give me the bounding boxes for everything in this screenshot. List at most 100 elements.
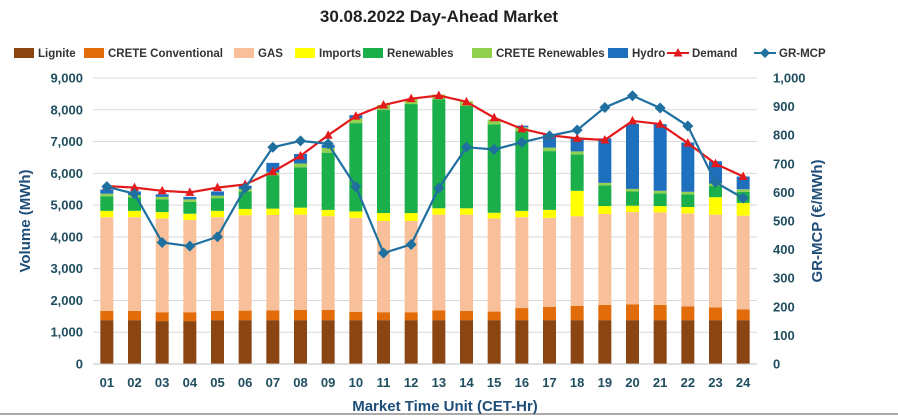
y2-axis-ticks: 0 100 200 300 400 500 600 700 800 900 1,000 <box>773 71 806 372</box>
y2-tick-label: 200 <box>773 299 795 314</box>
x-axis-label: Market Time Unit (CET-Hr) <box>352 398 538 415</box>
demand-marker <box>600 134 610 144</box>
bar-gas <box>128 217 141 311</box>
bar-imports <box>128 210 141 218</box>
bar-renewables <box>709 186 722 198</box>
bar-renewables <box>155 199 169 213</box>
x-tick-label: 18 <box>570 375 584 390</box>
gr-mcp-line <box>106 94 744 255</box>
bar-crete-conventional <box>515 308 529 321</box>
legend-label-gr-mcp: GR-MCP <box>779 48 826 60</box>
y2-tick-label: 0 <box>773 357 780 372</box>
gr-mcp-marker <box>488 144 500 155</box>
bar-crete-conventional <box>598 304 612 321</box>
bar-lignite <box>100 320 114 364</box>
demand-marker <box>517 123 527 133</box>
gr-mcp-marker <box>682 120 694 132</box>
bar-hydro <box>681 142 695 192</box>
gr-mcp-marker <box>737 192 749 204</box>
demand-marker <box>462 96 471 106</box>
bar-gas <box>653 212 667 305</box>
bar-lignite <box>238 320 252 364</box>
x-tick-label: 13 <box>432 375 446 390</box>
bar-renewables <box>100 196 114 211</box>
bar-imports <box>543 209 556 218</box>
bar-crete-renewables <box>570 151 584 155</box>
gr-mcp-marker <box>599 101 611 113</box>
bar-crete-conventional <box>183 312 197 322</box>
bar-crete-renewables <box>626 188 639 192</box>
legend-marker-demand <box>673 48 683 57</box>
x-tick-label: 24 <box>736 375 751 390</box>
bar-crete-conventional <box>681 306 695 321</box>
demand-marker <box>711 158 720 168</box>
gr-mcp-marker <box>654 102 666 114</box>
bar-lignite <box>404 320 418 364</box>
y-tick-label: 8,000 <box>50 102 83 117</box>
demand-marker <box>185 187 195 196</box>
bar-gas <box>598 214 612 305</box>
demand-marker <box>572 133 582 142</box>
demand-marker <box>323 130 333 139</box>
bar-gas <box>626 212 639 305</box>
bar-lignite <box>681 320 695 364</box>
x-tick-label: 04 <box>183 375 198 390</box>
bar-crete-renewables <box>100 193 114 197</box>
bar-imports <box>404 213 418 221</box>
bar-renewables <box>653 193 667 207</box>
y-tick-label: 3,000 <box>50 261 83 276</box>
bar-lignite <box>211 320 224 364</box>
bar-gas <box>238 215 252 311</box>
demand-marker <box>213 182 222 192</box>
bar-lignite <box>626 320 639 364</box>
bar-crete-conventional <box>626 304 639 321</box>
x-tick-label: 20 <box>625 375 639 390</box>
y2-tick-label: 400 <box>773 242 795 257</box>
bar-lignite <box>460 320 473 364</box>
bar-gas <box>377 221 390 313</box>
bar-crete-renewables <box>183 199 197 202</box>
bar-gas <box>681 213 695 307</box>
bar-renewables <box>515 131 529 211</box>
bar-crete-conventional <box>349 311 363 321</box>
bar-crete-renewables <box>321 147 335 153</box>
x-tick-label: 22 <box>681 375 695 390</box>
bar-lignite <box>432 320 446 364</box>
bar-crete-conventional <box>487 311 501 321</box>
y2-tick-label: 900 <box>773 99 795 114</box>
y-tick-label: 5,000 <box>50 198 83 213</box>
bar-lignite <box>487 320 501 364</box>
gr-mcp-marker <box>571 124 583 136</box>
bar-hydro <box>653 124 667 191</box>
legend-swatch-crete-renewables <box>472 48 492 58</box>
bar-crete-renewables <box>736 189 750 192</box>
legend-label-renewables: Renewables <box>387 48 453 60</box>
demand-marker <box>406 93 416 103</box>
bar-crete-conventional <box>709 307 722 321</box>
bar-imports <box>515 210 529 218</box>
bar-imports <box>460 208 473 215</box>
bar-lignite <box>653 320 667 364</box>
y-axis-ticks: 0 1,000 2,000 3,000 4,000 5,000 6,000 7,000 8,00… <box>50 71 83 372</box>
bar-lignite <box>543 320 556 364</box>
bar-crete-conventional <box>100 310 114 321</box>
bar-gas <box>487 218 501 312</box>
bar-crete-conventional <box>128 310 141 321</box>
bar-renewables <box>294 167 307 208</box>
bar-imports <box>570 190 584 217</box>
gr-mcp-marker <box>322 138 334 150</box>
legend-label-crete-conventional: CRETE Conventional <box>108 48 223 60</box>
legend-swatch-lignite <box>14 48 34 58</box>
bar-crete-renewables <box>211 195 224 199</box>
bar-lignite <box>266 320 280 364</box>
bar-imports <box>155 212 169 219</box>
gr-mcp-marker <box>156 236 168 248</box>
legend-label-demand: Demand <box>692 48 737 60</box>
x-tick-label: 11 <box>377 375 391 390</box>
legend-swatch-renewables <box>363 48 383 58</box>
gr-mcp-marker <box>239 182 251 194</box>
bar-gas <box>211 217 224 311</box>
bar-renewables <box>183 201 197 214</box>
bar-renewables <box>266 175 280 209</box>
x-axis-ticks: 01 02 03 04 05 06 07 08 09 10 11 12 13 14 15 16 17 18 19 20… <box>100 375 752 390</box>
